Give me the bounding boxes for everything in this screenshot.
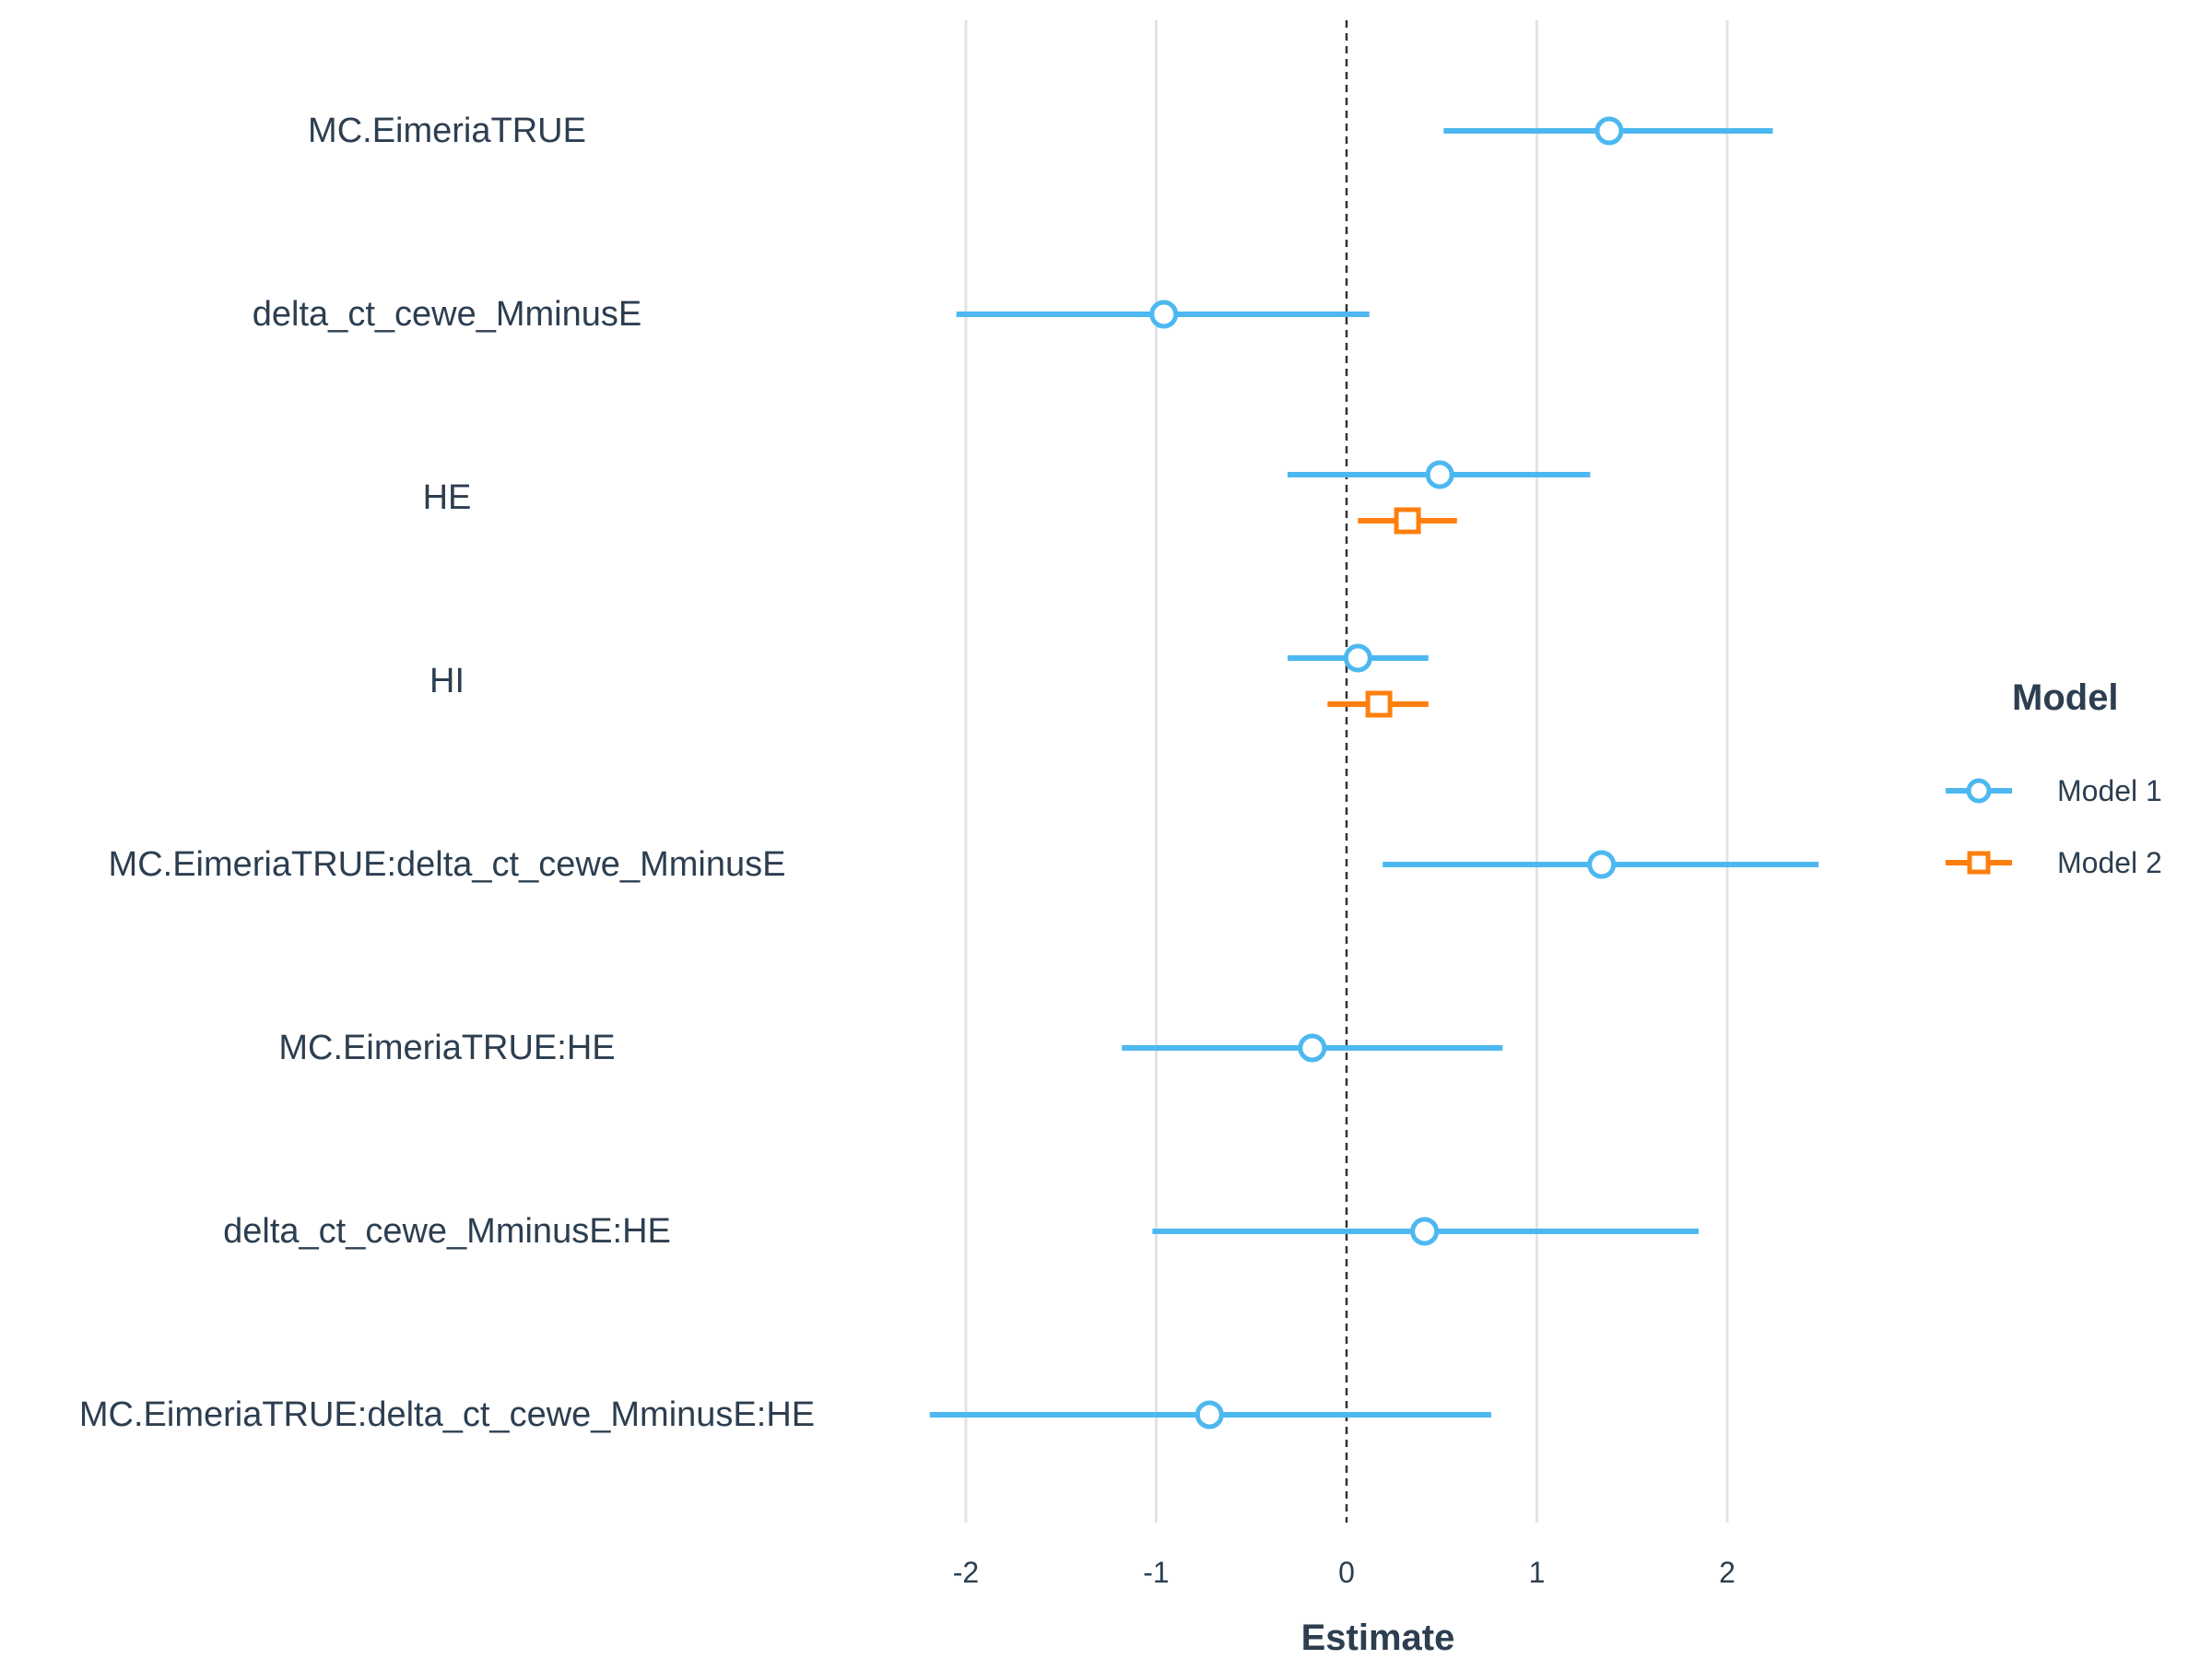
term-label: delta_ct_cewe_MminusE	[253, 295, 641, 334]
term-label: HI	[429, 662, 465, 700]
term-labels: MC.EimeriaTRUE delta_ct_cewe_MminusE HE HI M…	[79, 112, 815, 1434]
legend-title: Model	[2012, 677, 2119, 718]
term-label: MC.EimeriaTRUE:HE	[278, 1029, 615, 1067]
term-label: MC.EimeriaTRUE:delta_ct_cewe_MminusE	[109, 845, 786, 884]
estimate-point-circle	[1149, 300, 1179, 329]
x-axis-title: Estimate	[1301, 1618, 1455, 1658]
term-label: MC.EimeriaTRUE	[308, 112, 586, 150]
x-tick-label: 1	[1529, 1556, 1546, 1589]
grid-lines	[964, 20, 1729, 1523]
x-tick-label: -1	[1143, 1556, 1169, 1589]
x-tick-label: -2	[953, 1556, 979, 1589]
x-tick-label: 2	[1719, 1556, 1735, 1589]
series-layer	[929, 116, 1819, 1430]
legend-label: Model 1	[2057, 774, 2162, 807]
legend-label: Model 2	[2057, 846, 2162, 879]
legend: Model Model 1 Model 2	[1946, 677, 2162, 879]
term-label: HE	[423, 478, 472, 517]
estimate-point-square	[1365, 690, 1393, 718]
term-label: MC.EimeriaTRUE:delta_ct_cewe_MminusE:HE	[79, 1395, 815, 1434]
legend-key-circle	[1966, 778, 1992, 804]
estimate-point-circle	[1298, 1033, 1327, 1063]
estimate-point-circle	[1194, 1400, 1224, 1430]
legend-key-square	[1967, 851, 1991, 875]
estimate-point-circle	[1587, 850, 1617, 879]
estimate-point-circle	[1594, 116, 1624, 146]
series-model-1	[929, 116, 1819, 1430]
legend-item: Model 2	[1946, 846, 2162, 879]
x-tick-label: 0	[1338, 1556, 1355, 1589]
estimate-point-circle	[1425, 460, 1454, 489]
estimate-point-square	[1394, 507, 1421, 535]
estimate-point-circle	[1410, 1217, 1440, 1246]
legend-item: Model 1	[1946, 774, 2162, 807]
x-tick-labels: -2 -1 0 1 2	[953, 1556, 1735, 1589]
legend-items: Model 1 Model 2	[1946, 774, 2162, 879]
term-label: delta_ct_cewe_MminusE:HE	[223, 1212, 671, 1251]
estimate-point-circle	[1343, 643, 1372, 673]
series-model-2	[1327, 507, 1457, 718]
